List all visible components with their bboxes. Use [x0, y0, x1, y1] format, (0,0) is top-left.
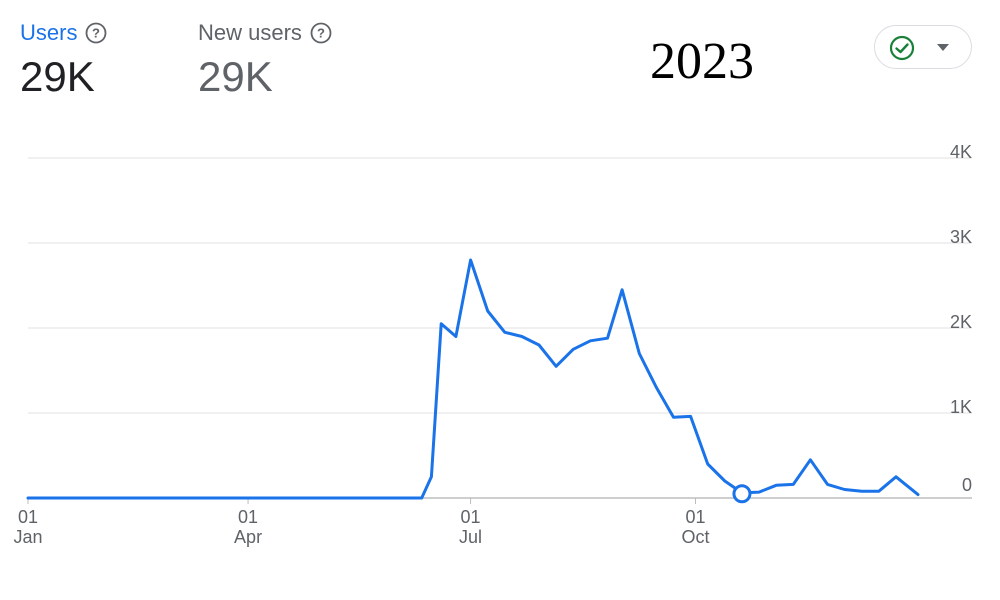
- status-dropdown[interactable]: [874, 25, 972, 69]
- y-axis: 0 1K 2K 3K 4K: [950, 142, 972, 495]
- highlighted-data-point[interactable]: [732, 484, 752, 504]
- y-tick-label: 1K: [950, 397, 972, 417]
- x-tick-day: 01: [461, 507, 481, 527]
- x-tick-day: 01: [18, 507, 38, 527]
- metric-users-tab[interactable]: Users ? 29K: [20, 18, 107, 102]
- help-icon[interactable]: ?: [310, 22, 332, 44]
- y-tick-label: 2K: [950, 312, 972, 332]
- series-line-users: [26, 258, 920, 500]
- metric-label: Users: [20, 20, 78, 45]
- year-label: 2023: [650, 33, 754, 90]
- x-tick-month: Oct: [681, 527, 709, 547]
- y-tick-label: 0: [962, 475, 972, 495]
- y-tick-label: 4K: [950, 142, 972, 162]
- x-tick-month: Jan: [13, 527, 42, 547]
- chart-series: [26, 258, 920, 504]
- x-tick-month: Jul: [459, 527, 482, 547]
- metric-value: 29K: [198, 53, 273, 100]
- x-tick-day: 01: [685, 507, 705, 527]
- metric-label: New users: [198, 20, 302, 45]
- y-tick-label: 3K: [950, 227, 972, 247]
- check-circle-icon: [889, 35, 915, 61]
- metric-new-users-tab[interactable]: New users ? 29K: [198, 18, 332, 102]
- metric-value: 29K: [20, 53, 95, 100]
- x-tick-month: Apr: [234, 527, 262, 547]
- help-icon[interactable]: ?: [85, 22, 107, 44]
- svg-text:?: ?: [317, 26, 325, 41]
- caret-down-icon: [937, 44, 949, 51]
- x-tick-day: 01: [238, 507, 258, 527]
- svg-text:?: ?: [92, 26, 100, 41]
